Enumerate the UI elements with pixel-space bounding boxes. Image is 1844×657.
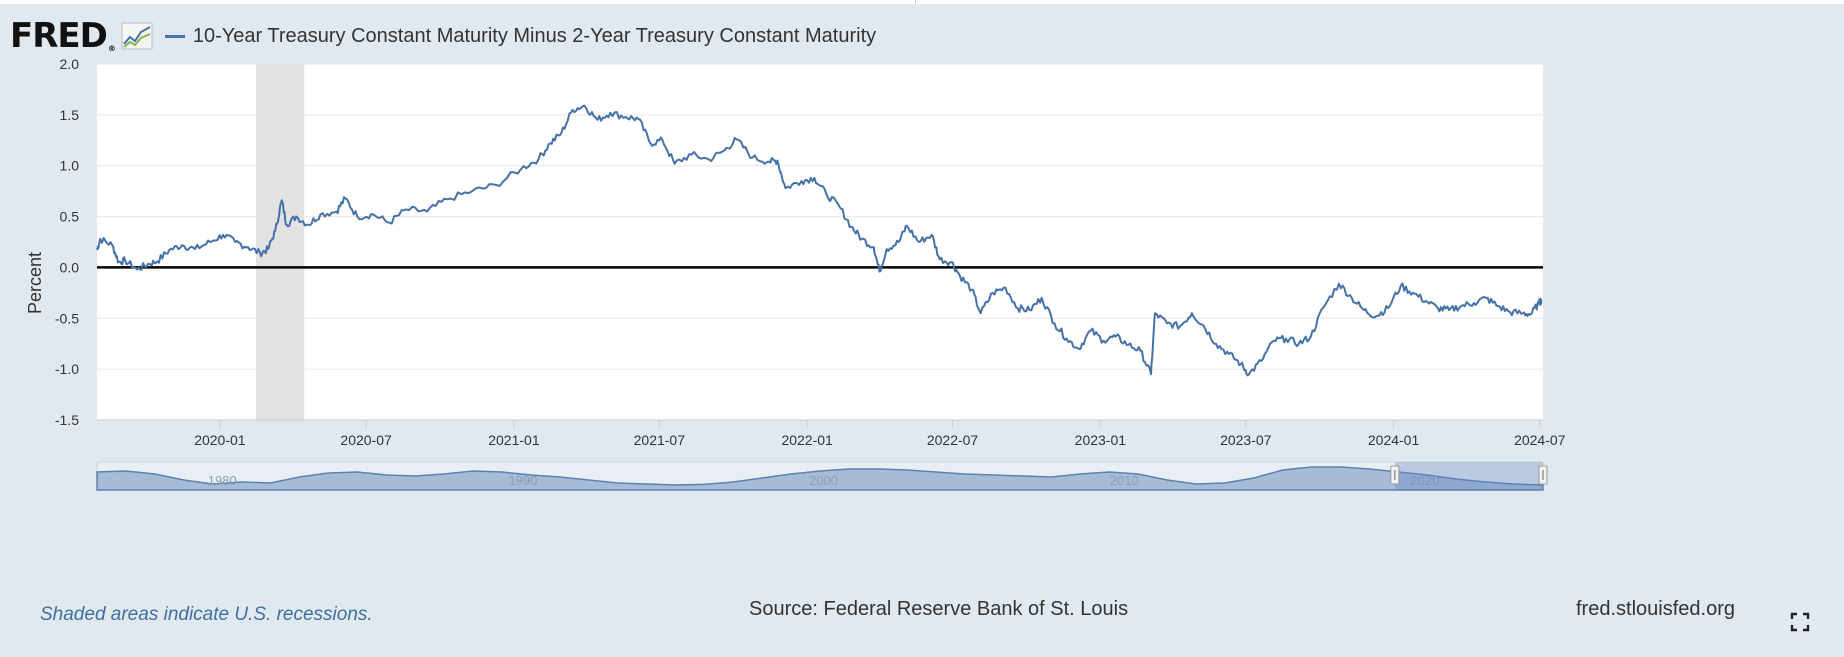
legend-swatch — [164, 34, 185, 38]
y-tick-label: -1.0 — [55, 361, 79, 377]
x-tick-label: 2020-07 — [340, 432, 392, 448]
y-tick-label: -0.5 — [55, 310, 79, 326]
series-line — [96, 104, 1543, 377]
top-divider — [915, 0, 916, 4]
navigator-label: 2010 — [1110, 473, 1139, 488]
y-tick-label: 1.0 — [60, 158, 80, 174]
navigator-area — [96, 466, 1544, 491]
x-tick-label: 2021-01 — [488, 432, 540, 448]
site-link[interactable]: fred.stlouisfed.org — [1576, 598, 1735, 620]
recession-note: Shaded areas indicate U.S. recessions. — [40, 604, 373, 625]
x-tick-label: 2024-01 — [1368, 432, 1420, 448]
x-tick-label: 2024-07 — [1514, 432, 1566, 448]
navigator-label: 1990 — [508, 473, 537, 488]
chart-title: 10-Year Treasury Constant Maturity Minus… — [192, 24, 877, 47]
x-tick-label: 2021-07 — [634, 432, 686, 448]
y-tick-label: 0.5 — [60, 209, 80, 225]
recession-band — [256, 64, 305, 420]
chart: Percent 2.0 1.5 1.0 0.5 0.0 -0.5 -1.0 -1.5 2020-… — [25, 56, 1566, 491]
y-tick-label: 0.0 — [60, 259, 80, 275]
x-tick-label: 2023-01 — [1075, 432, 1127, 448]
y-tick-label: -1.5 — [55, 412, 79, 428]
top-bar — [0, 0, 1844, 4]
x-tick-label: 2022-07 — [927, 432, 979, 448]
x-tick-label: 2023-07 — [1220, 432, 1272, 448]
y-axis-label: Percent — [25, 252, 45, 314]
fullscreen-icon[interactable] — [1790, 612, 1810, 632]
navigator-label: 1980 — [208, 473, 237, 488]
navigator-label: 2020 — [1410, 473, 1439, 488]
fred-trend-icon — [121, 22, 153, 50]
source-text: Source: Federal Reserve Bank of St. Loui… — [749, 598, 1129, 620]
plot-area — [97, 64, 1543, 420]
x-tick-label: 2022-01 — [781, 432, 833, 448]
navigator-selection — [1394, 462, 1543, 490]
navigator-label: 2000 — [809, 473, 838, 488]
y-tick-label: 1.5 — [60, 107, 80, 123]
chart-header: FRED® 10-Year Treasury Constant Maturity… — [10, 12, 876, 60]
y-tick-label: 2.0 — [60, 56, 80, 72]
fred-logo[interactable]: FRED® — [10, 16, 116, 56]
x-tick-label: 2020-01 — [194, 432, 246, 448]
